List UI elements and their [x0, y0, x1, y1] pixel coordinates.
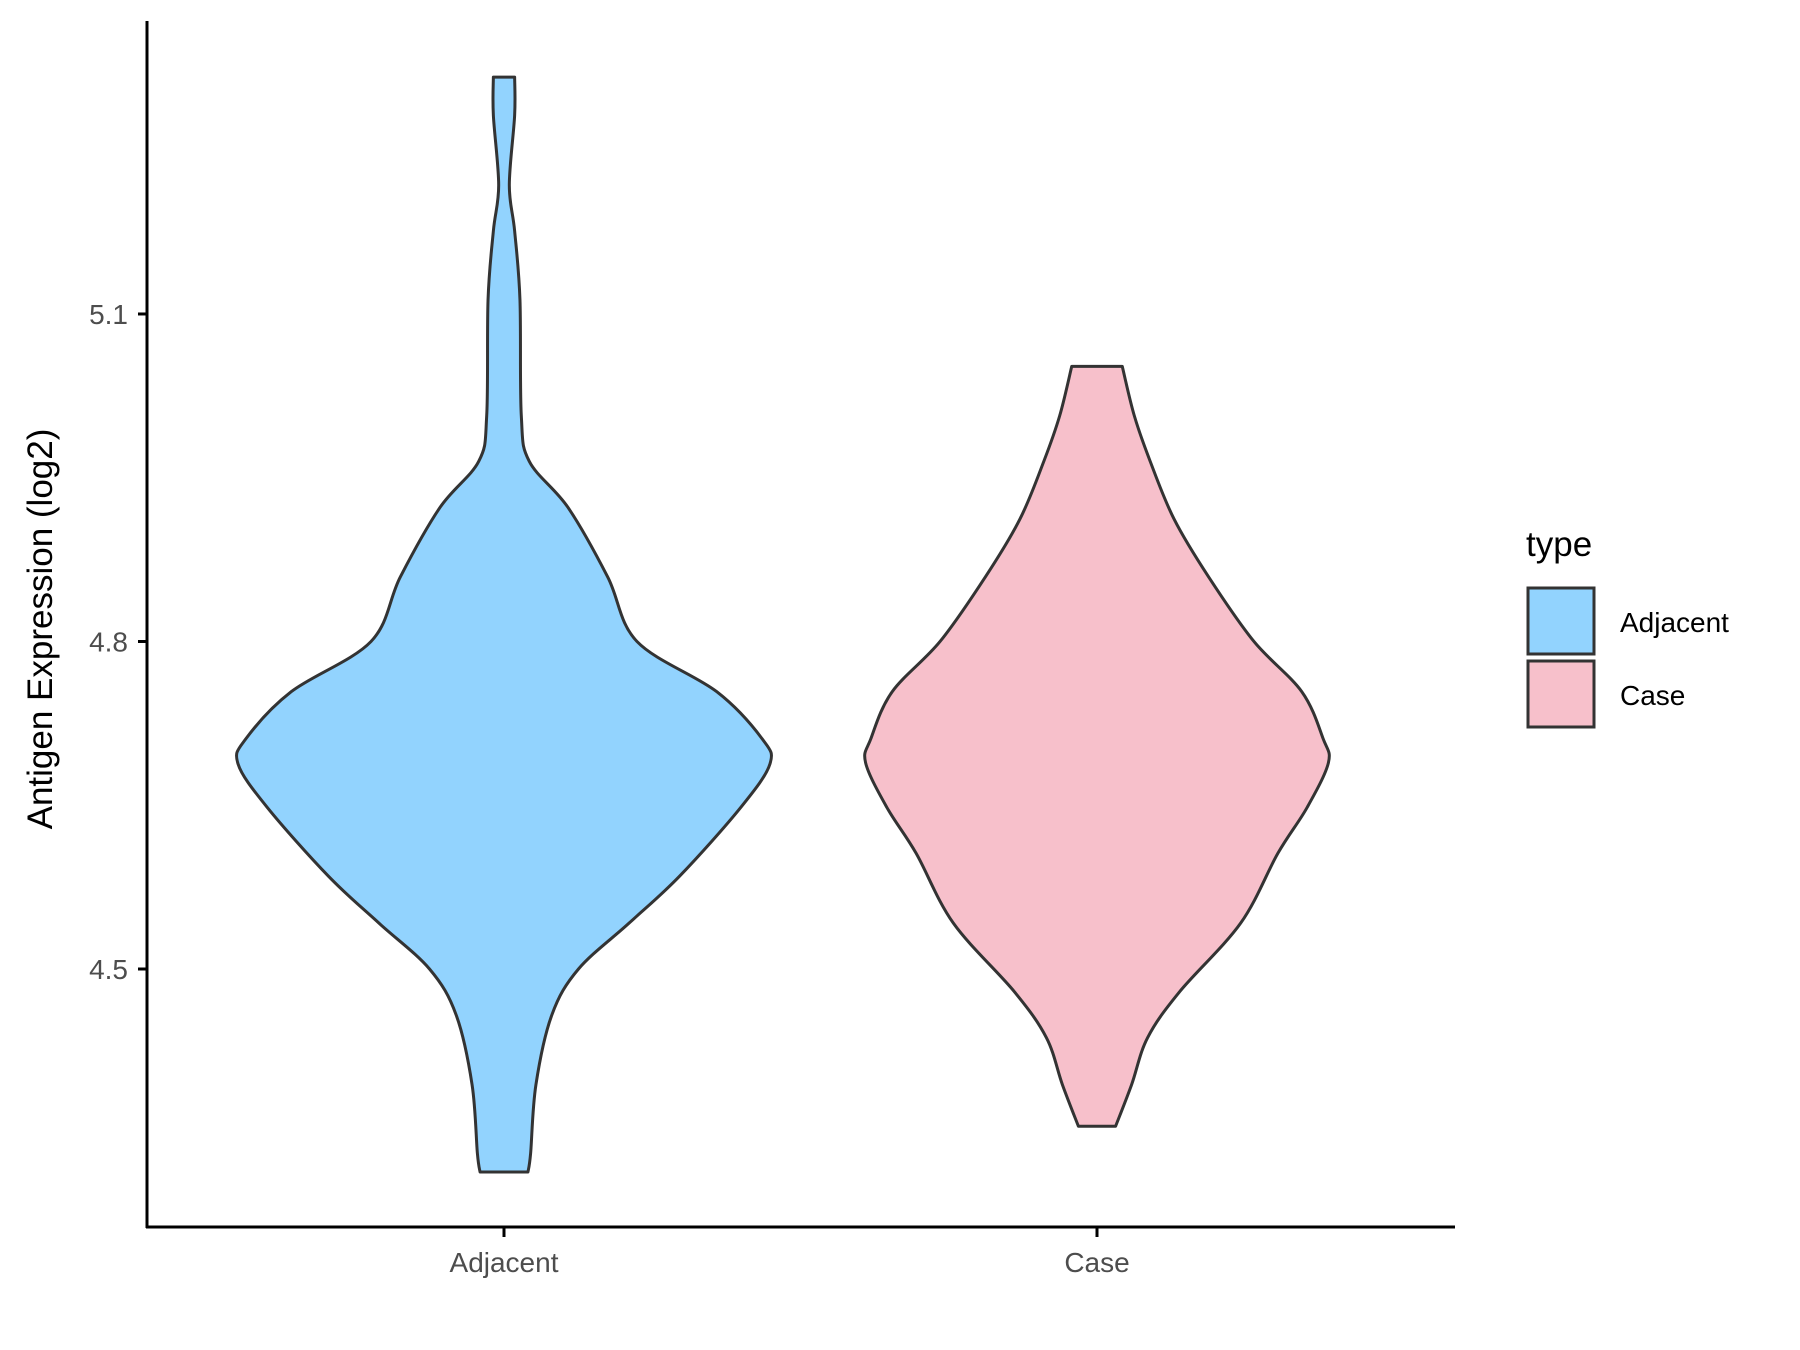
legend-key-adjacent	[1526, 586, 1596, 656]
y-tick-label: 4.5	[89, 954, 128, 985]
y-axis-title: Antigen Expression (log2)	[21, 429, 60, 830]
violin-case	[863, 364, 1331, 1128]
x-tick-label-case: Case	[1064, 1247, 1129, 1278]
violin-adjacent	[235, 75, 773, 1174]
y-ticks: 4.5 4.8 5.1	[89, 299, 147, 985]
y-tick-label: 5.1	[89, 299, 128, 330]
legend-label-adjacent: Adjacent	[1620, 607, 1729, 638]
legend-label-case: Case	[1620, 680, 1685, 711]
y-tick-label: 4.8	[89, 626, 128, 657]
legend-title: type	[1526, 525, 1592, 564]
violins	[235, 75, 1331, 1174]
x-tick-label-adjacent: Adjacent	[450, 1247, 559, 1278]
legend-key-case	[1526, 659, 1596, 729]
x-ticks: Adjacent Case	[450, 1227, 1130, 1278]
legend: type Adjacent Case	[1526, 525, 1729, 729]
